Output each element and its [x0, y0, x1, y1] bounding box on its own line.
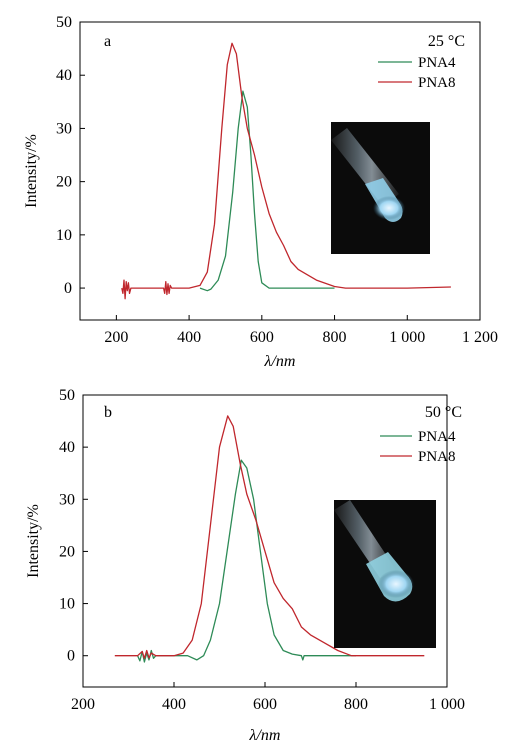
y-axis-label-b: Intensity/%	[25, 504, 42, 578]
legend-label-pna4-a: PNA4	[418, 55, 456, 71]
axis-ticks-b: 200 400 600 800 1 000 0 10 20 30 40 50	[59, 387, 465, 713]
series-line-pna4-b	[137, 459, 356, 663]
x-tick-label-b: 200	[71, 696, 95, 713]
series-line-pna8-a	[121, 42, 451, 300]
x-tick-label-a: 200	[104, 329, 128, 346]
chart-panel-a: 200 400 600 800 1 000 1 200 0 10 20 30 40 50 a 25 °…	[23, 14, 498, 370]
legend-label-pna8-b: PNA8	[418, 449, 456, 465]
x-tick-label-a: 1 200	[462, 329, 498, 346]
y-tick-label-b: 30	[59, 491, 75, 508]
series-group-a	[121, 42, 451, 300]
plot-frame-a	[79, 21, 481, 321]
x-tick-label-b: 400	[162, 696, 186, 713]
y-tick-label-a: 40	[56, 67, 72, 84]
legend-label-pna8-a: PNA8	[418, 75, 456, 91]
series-group-b	[114, 415, 425, 663]
panel-label-a: a	[104, 33, 111, 50]
y-tick-label-a: 0	[64, 280, 72, 297]
x-tick-label-b: 600	[253, 696, 277, 713]
temperature-label-b: 50 °C	[425, 404, 462, 421]
legend-label-pna4-b: PNA4	[418, 429, 456, 445]
y-tick-label-a: 10	[56, 227, 72, 244]
axis-ticks-a: 200 400 600 800 1 000 1 200 0 10 20 30 40 50	[56, 14, 498, 346]
x-axis-label-a: λ/nm	[264, 353, 296, 370]
series-line-pna4-a	[199, 90, 335, 292]
y-tick-label-b: 10	[59, 596, 75, 613]
series-line-pna8-b	[114, 415, 425, 659]
x-tick-label-b: 800	[344, 696, 368, 713]
panel-label-b: b	[104, 404, 112, 421]
y-tick-label-a: 20	[56, 174, 72, 191]
y-axis-label-a: Intensity/%	[23, 134, 40, 208]
y-tick-label-a: 30	[56, 120, 72, 137]
chart-panel-b: 200 400 600 800 1 000 0 10 20 30 40 50 b 50 °C PNA…	[25, 387, 465, 744]
x-axis-label-b: λ/nm	[249, 727, 281, 744]
x-tick-label-b: 1 000	[429, 696, 465, 713]
inset-photo-b	[334, 500, 436, 648]
y-tick-label-b: 40	[59, 439, 75, 456]
y-tick-label-a: 50	[56, 14, 72, 31]
x-tick-label-a: 400	[177, 329, 201, 346]
legend-b: PNA4 PNA8	[380, 429, 456, 465]
temperature-label-a: 25 °C	[428, 33, 465, 50]
legend-a: PNA4 PNA8	[378, 55, 456, 91]
inset-photo-a	[331, 122, 430, 254]
x-tick-label-a: 1 000	[389, 329, 425, 346]
y-tick-label-b: 50	[59, 387, 75, 404]
x-tick-label-a: 600	[250, 329, 274, 346]
x-tick-label-a: 800	[323, 329, 347, 346]
y-tick-label-b: 20	[59, 543, 75, 560]
y-tick-label-b: 0	[67, 648, 75, 665]
